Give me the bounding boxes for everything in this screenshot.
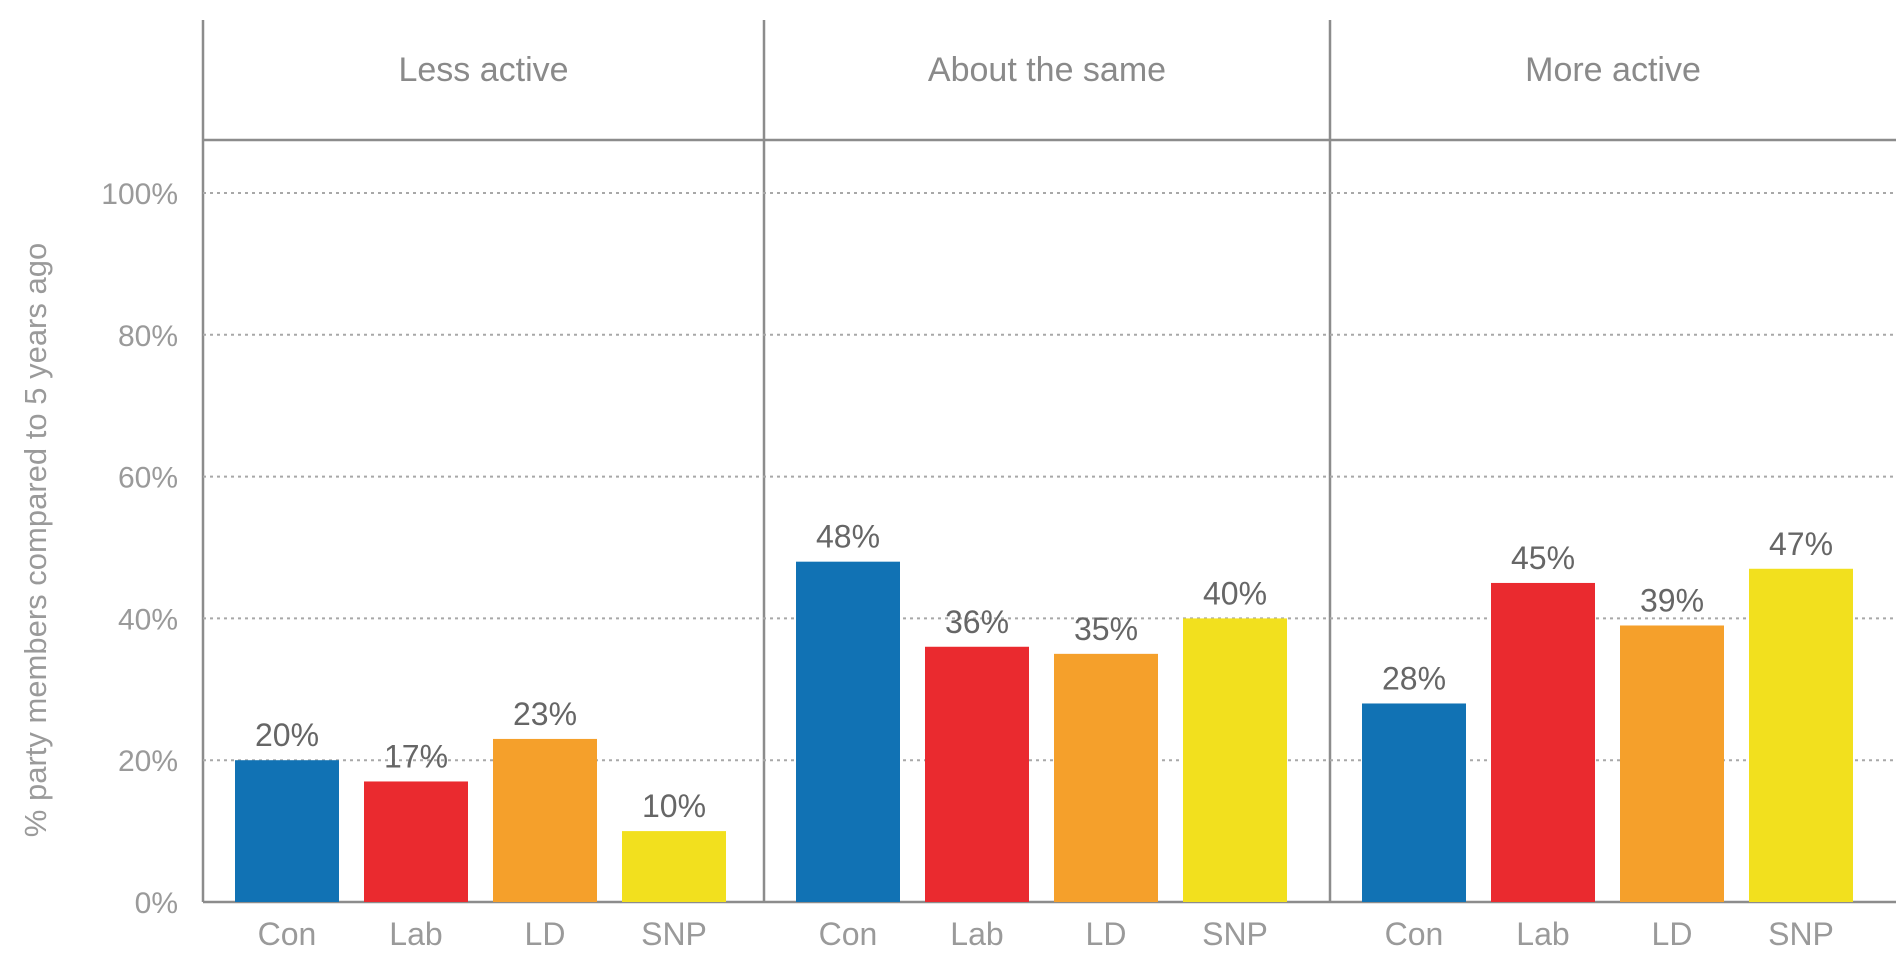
panel-title: About the same: [928, 51, 1166, 89]
x-tick-label: LD: [525, 916, 566, 952]
data-label: 39%: [1640, 582, 1704, 618]
data-label: 20%: [255, 717, 319, 753]
bar: [1183, 618, 1287, 902]
y-tick-label: 60%: [118, 462, 178, 495]
y-tick-label: 40%: [118, 603, 178, 636]
bar: [1749, 568, 1853, 902]
panel-title: Less active: [398, 51, 568, 89]
x-tick-label: SNP: [641, 916, 707, 952]
chart-frame: [201, 20, 1896, 904]
panel: More active 28% Con 45% Lab 39% LD 47% SNP: [1362, 51, 1853, 952]
data-label: 28%: [1382, 660, 1446, 696]
data-label: 45%: [1511, 540, 1575, 576]
bar: [796, 561, 900, 902]
x-tick-label: Lab: [1516, 916, 1569, 952]
gridlines: [203, 192, 1896, 762]
bar: [364, 781, 468, 902]
data-label: 48%: [816, 519, 880, 555]
bar: [1620, 625, 1724, 902]
bar: [925, 646, 1029, 902]
x-tick-label: Con: [1385, 916, 1444, 952]
data-label: 17%: [384, 738, 448, 774]
x-tick-label: Lab: [950, 916, 1003, 952]
bar: [1491, 582, 1595, 902]
bar: [1054, 653, 1158, 902]
data-label: 10%: [642, 788, 706, 824]
panel: Less active 20% Con 17% Lab 23% LD 10% SNP: [235, 51, 726, 952]
y-tick-label: 80%: [118, 320, 178, 353]
x-tick-label: Lab: [389, 916, 442, 952]
y-tick-label: 20%: [118, 745, 178, 778]
y-axis: 0% 20% 40% 60% 80% 100%: [101, 178, 178, 920]
panel: About the same 48% Con 36% Lab 35% LD 40% SNP: [796, 51, 1287, 952]
bar: [622, 831, 726, 902]
data-label: 23%: [513, 696, 577, 732]
data-label: 40%: [1203, 575, 1267, 611]
panel-title: More active: [1525, 51, 1701, 89]
data-label: 36%: [945, 604, 1009, 640]
bar: [493, 738, 597, 902]
y-axis-title: % party members compared to 5 years ago: [18, 243, 53, 837]
panels: Less active20%Con17%Lab23%LD10%SNPAbout …: [235, 51, 1853, 952]
bar: [1362, 703, 1466, 902]
x-tick-label: SNP: [1768, 916, 1834, 952]
y-tick-label: 100%: [101, 178, 178, 211]
x-tick-label: Con: [819, 916, 878, 952]
x-tick-label: LD: [1652, 916, 1693, 952]
x-tick-label: LD: [1086, 916, 1127, 952]
data-label: 47%: [1769, 526, 1833, 562]
bar: [235, 760, 339, 902]
x-tick-label: SNP: [1202, 916, 1268, 952]
data-label: 35%: [1074, 611, 1138, 647]
x-tick-label: Con: [258, 916, 317, 952]
y-tick-label: 0%: [135, 887, 178, 920]
